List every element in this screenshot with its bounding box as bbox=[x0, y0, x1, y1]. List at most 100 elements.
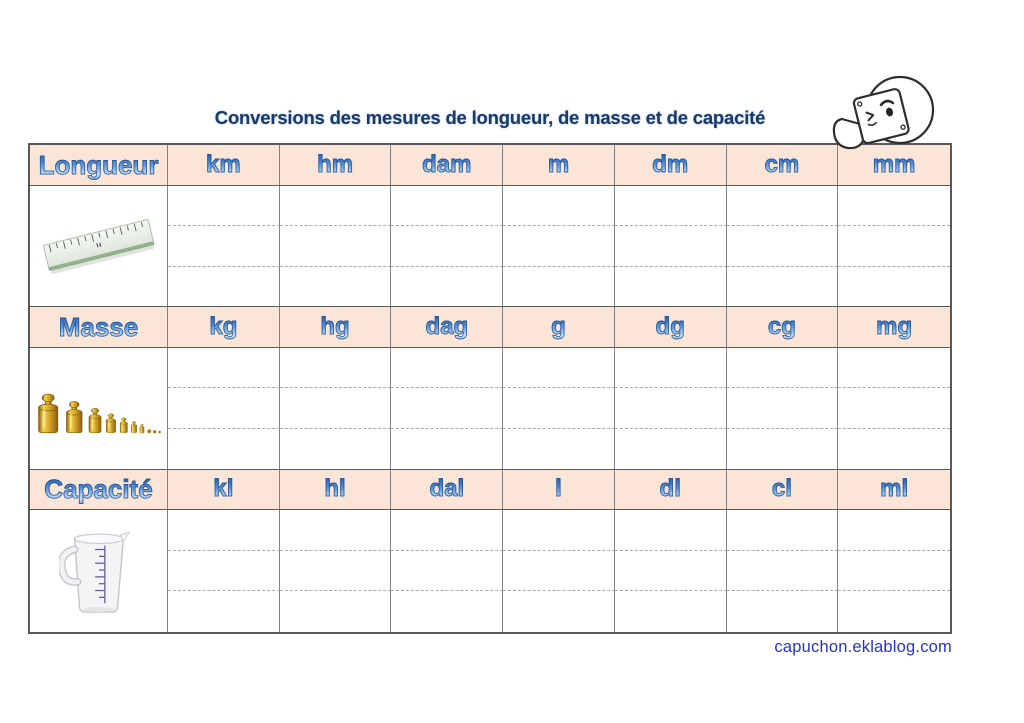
empty-cell bbox=[614, 185, 727, 227]
unit-header-hg: hg bbox=[279, 307, 392, 348]
page-title: Conversions des mesures de longueur, de … bbox=[214, 107, 766, 128]
unit-header-dal: dal bbox=[391, 469, 504, 511]
empty-cell bbox=[614, 388, 727, 430]
ruler-icon bbox=[42, 219, 154, 274]
empty-cell bbox=[391, 429, 504, 470]
empty-cell bbox=[726, 429, 839, 470]
unit-header-m: m bbox=[503, 145, 615, 186]
section-header-masse: Masse bbox=[30, 307, 168, 348]
section-header-longueur: Longueur bbox=[30, 145, 168, 186]
empty-cell bbox=[838, 226, 950, 267]
unit-header-mg: mg bbox=[838, 307, 950, 348]
empty-cell bbox=[614, 510, 727, 551]
weights-icon bbox=[37, 393, 161, 434]
empty-cell bbox=[614, 347, 727, 389]
empty-cell bbox=[503, 266, 615, 308]
unit-header-cl: cl bbox=[726, 469, 839, 511]
empty-cell bbox=[279, 347, 392, 389]
empty-cell bbox=[279, 510, 392, 551]
empty-cell bbox=[279, 185, 392, 227]
unit-header-cg: cg bbox=[726, 307, 839, 348]
site-credit-link[interactable]: capuchon.eklablog.com bbox=[774, 638, 952, 656]
empty-cell bbox=[838, 591, 950, 632]
empty-cell bbox=[168, 347, 280, 389]
empty-cell bbox=[391, 185, 504, 227]
unit-header-hm: hm bbox=[279, 145, 392, 186]
unit-header-l: l bbox=[503, 469, 615, 511]
empty-cell bbox=[838, 186, 950, 227]
section-label: Longueur bbox=[38, 149, 159, 180]
section-header-capacite: Capacité bbox=[30, 469, 168, 511]
unit-header-dg: dg bbox=[614, 307, 727, 348]
capuchon-mascot-icon bbox=[832, 75, 935, 150]
unit-header-dam: dam bbox=[391, 145, 504, 186]
empty-cell bbox=[391, 550, 504, 592]
empty-cell bbox=[279, 550, 392, 592]
empty-cell bbox=[391, 591, 504, 632]
empty-cell bbox=[279, 429, 392, 470]
empty-cell bbox=[726, 510, 839, 551]
empty-cell bbox=[168, 510, 280, 551]
measuring-jug-image-cell bbox=[30, 510, 168, 632]
empty-cell bbox=[503, 185, 615, 227]
empty-cell bbox=[726, 347, 839, 389]
empty-cell bbox=[503, 591, 615, 632]
empty-cell bbox=[279, 226, 392, 267]
empty-cell bbox=[168, 266, 280, 308]
section-label: Masse bbox=[58, 312, 139, 343]
unit-header-cm: cm bbox=[726, 145, 839, 186]
empty-cell bbox=[614, 226, 727, 267]
unit-header-mm: mm bbox=[838, 145, 950, 186]
weights-image-cell bbox=[30, 347, 168, 470]
empty-cell bbox=[391, 226, 504, 267]
empty-cell bbox=[615, 591, 727, 632]
conversion-table: Longueur km hm dam m dm cm mm bbox=[28, 143, 952, 634]
empty-cell bbox=[503, 226, 615, 267]
unit-header-kg: kg bbox=[168, 307, 280, 348]
unit-header-dag: dag bbox=[391, 307, 504, 348]
unit-header-g: g bbox=[503, 307, 615, 348]
empty-cell bbox=[614, 266, 727, 308]
empty-cell bbox=[838, 510, 950, 551]
empty-cell bbox=[838, 348, 950, 389]
empty-cell bbox=[503, 510, 615, 551]
empty-cell bbox=[279, 388, 392, 430]
section-label: Capacité bbox=[44, 474, 153, 505]
empty-cell bbox=[727, 591, 839, 632]
unit-header-kl: kl bbox=[168, 469, 280, 511]
empty-cell bbox=[503, 347, 615, 389]
unit-header-km: km bbox=[168, 145, 280, 186]
unit-header-ml: ml bbox=[838, 469, 950, 511]
empty-cell bbox=[726, 550, 839, 592]
empty-cell bbox=[391, 510, 504, 551]
empty-cell bbox=[503, 429, 615, 470]
empty-cell bbox=[168, 185, 280, 227]
empty-cell bbox=[168, 388, 280, 430]
empty-cell bbox=[838, 551, 950, 592]
empty-cell bbox=[279, 266, 392, 308]
empty-cell bbox=[838, 429, 950, 470]
unit-header-hl: hl bbox=[279, 469, 392, 511]
empty-cell bbox=[838, 388, 950, 430]
empty-cell bbox=[168, 550, 280, 592]
empty-cell bbox=[614, 550, 727, 592]
empty-cell bbox=[726, 185, 839, 227]
empty-cell bbox=[391, 347, 504, 389]
unit-header-dl: dl bbox=[614, 469, 727, 511]
empty-cell bbox=[503, 550, 615, 592]
empty-cell bbox=[503, 388, 615, 430]
empty-cell bbox=[168, 226, 280, 267]
empty-cell bbox=[614, 429, 727, 470]
empty-cell bbox=[726, 226, 839, 267]
unit-header-dm: dm bbox=[614, 145, 727, 186]
empty-cell bbox=[168, 429, 280, 470]
empty-cell bbox=[168, 591, 280, 632]
empty-cell bbox=[391, 388, 504, 430]
empty-cell bbox=[280, 591, 392, 632]
empty-cell bbox=[726, 388, 839, 430]
empty-cell bbox=[391, 266, 504, 308]
ruler-image-cell bbox=[30, 185, 168, 308]
measuring-jug-icon bbox=[58, 531, 130, 613]
empty-cell bbox=[726, 266, 839, 308]
